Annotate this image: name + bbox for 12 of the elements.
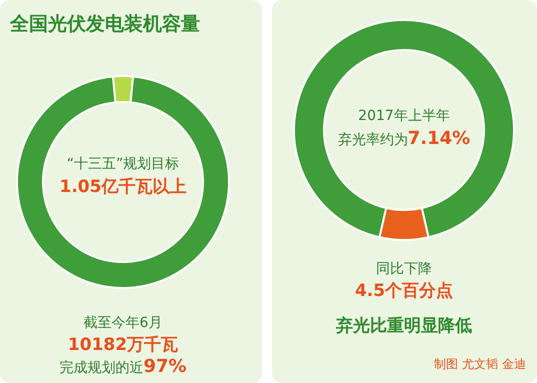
text: 弃光比重明显降低 (335, 315, 472, 336)
text: 同比下降 (376, 261, 432, 277)
text: 截至今年6月 (84, 315, 162, 331)
text: 4.5个百分点 (354, 281, 454, 301)
text: “十三五”规划目标 (66, 156, 180, 172)
text: 制图 尤文韬 金迪 (434, 357, 526, 371)
chart-title: 全国光伏发电装机容量 (9, 13, 200, 35)
text: 完成规划的近97% (59, 356, 187, 377)
text: 1.05亿千瓦以上 (60, 177, 186, 197)
text: 弃光率约为7.14% (338, 128, 470, 149)
text: 2017年上半年 (358, 108, 450, 124)
text: 10182万千瓦 (68, 335, 178, 355)
